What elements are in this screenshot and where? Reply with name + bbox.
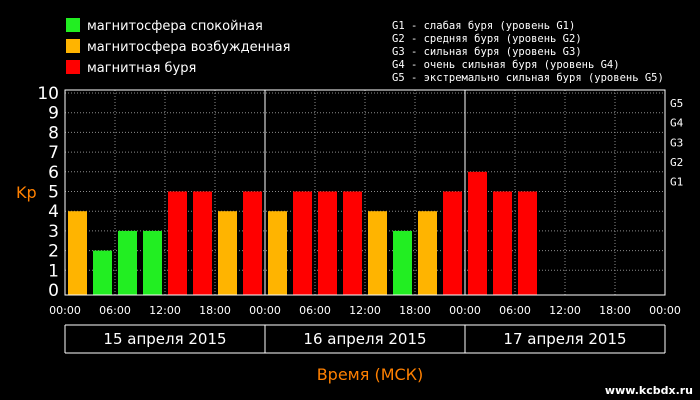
- y-tick-label: 7: [48, 143, 59, 163]
- legend-label-storm: магнитная буря: [87, 61, 196, 76]
- g-legend-line-4: G4 - очень сильная буря (уровень G4): [392, 59, 620, 71]
- bar: [118, 230, 137, 295]
- x-tick-label: 18:00: [199, 304, 231, 317]
- date-label: 17 апреля 2015: [503, 330, 626, 348]
- date-label: 15 апреля 2015: [103, 330, 226, 348]
- y-tick-label: 2: [48, 242, 59, 262]
- x-tick-label: 18:00: [399, 304, 431, 317]
- x-tick-label: 12:00: [349, 304, 381, 317]
- plot-border: [64, 89, 666, 296]
- bars: [68, 171, 537, 295]
- g-level-label: G2: [670, 156, 683, 169]
- g-legend-line-3: G3 - сильная буря (уровень G3): [392, 46, 582, 58]
- date-label: 16 апреля 2015: [303, 330, 426, 348]
- y-tick-label: 5: [48, 183, 59, 203]
- y-tick-label: 4: [48, 202, 59, 222]
- x-tick-label: 12:00: [549, 304, 581, 317]
- x-tick-labels: 00:00 06:00 12:00 18:00 00:00 06:00 12:00 18:00…: [49, 304, 681, 317]
- g-level-label: G4: [670, 117, 684, 130]
- bar: [93, 250, 112, 295]
- legend-swatch-disturbed: [66, 39, 80, 53]
- status-legend: магнитосфера спокойная магнитосфера возб…: [66, 18, 290, 76]
- grid-lines: [65, 90, 665, 295]
- g-level-label: G1: [670, 176, 683, 189]
- g-level-tick-labels: G1 G2 G3 G4 G5: [670, 97, 684, 189]
- bar: [493, 191, 512, 295]
- y-tick-label: 6: [48, 163, 59, 183]
- x-tick-label: 06:00: [299, 304, 331, 317]
- bar: [393, 230, 412, 295]
- x-tick-label: 18:00: [599, 304, 631, 317]
- g-level-label: G3: [670, 136, 683, 149]
- legend-swatch-storm: [66, 60, 80, 74]
- bar: [418, 211, 437, 295]
- legend-label-disturbed: магнитосфера возбужденная: [87, 40, 290, 55]
- bar: [168, 191, 187, 295]
- bar: [243, 191, 262, 295]
- legend-label-calm: магнитосфера спокойная: [87, 19, 263, 34]
- x-tick-label: 00:00: [49, 304, 81, 317]
- g-legend-line-5: G5 - экстремально сильная буря (уровень …: [392, 72, 664, 84]
- storm-level-legend: G1 - слабая буря (уровень G1) G2 - средн…: [392, 20, 664, 84]
- bar: [318, 191, 337, 295]
- x-tick-label: 00:00: [649, 304, 681, 317]
- bar: [68, 211, 87, 295]
- brand-watermark: www.kcbdx.ru: [605, 384, 693, 397]
- y-axis-title: Kp: [16, 183, 37, 202]
- day-dividers: [264, 90, 466, 295]
- x-axis-title: Время (МСК): [317, 365, 424, 384]
- date-labels: 15 апреля 2015 16 апреля 2015 17 апреля 20…: [64, 324, 666, 354]
- y-tick-label: 8: [48, 123, 59, 143]
- bar: [143, 230, 162, 295]
- g-legend-line-2: G2 - средняя буря (уровень G2): [392, 33, 582, 45]
- bar: [268, 211, 287, 295]
- g-legend-line-1: G1 - слабая буря (уровень G1): [392, 20, 575, 32]
- bar: [468, 171, 487, 295]
- x-tick-label: 00:00: [449, 304, 481, 317]
- y-tick-label: 3: [48, 222, 59, 242]
- y-tick-label: 10: [37, 84, 59, 104]
- x-tick-label: 06:00: [99, 304, 131, 317]
- bar: [343, 191, 362, 295]
- y-tick-label: 1: [48, 261, 59, 281]
- bar: [193, 191, 212, 295]
- y-tick-label: 0: [48, 281, 59, 301]
- bar: [218, 211, 237, 295]
- g-level-label: G5: [670, 97, 683, 110]
- x-tick-label: 06:00: [499, 304, 531, 317]
- bar: [368, 211, 387, 295]
- legend-swatch-calm: [66, 18, 80, 32]
- y-tick-label: 9: [48, 104, 59, 124]
- x-tick-label: 00:00: [249, 304, 281, 317]
- bar: [293, 191, 312, 295]
- x-tick-label: 12:00: [149, 304, 181, 317]
- bar: [443, 191, 462, 295]
- bar: [518, 191, 537, 295]
